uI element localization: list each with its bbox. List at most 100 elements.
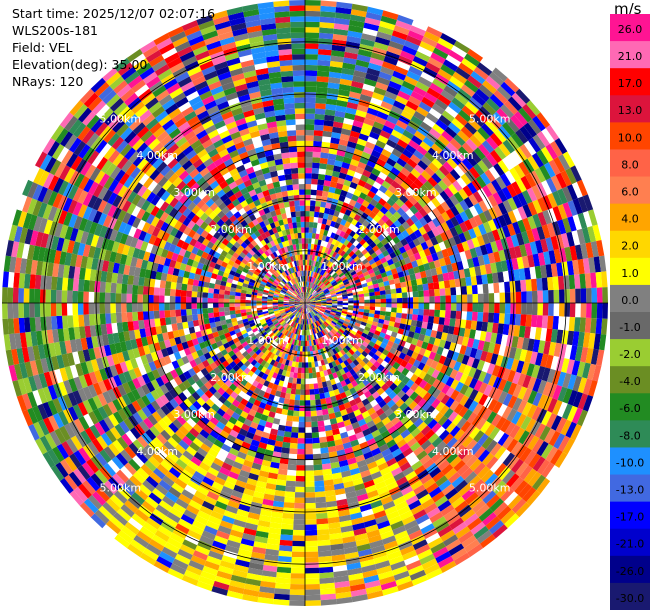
ppi-gate	[507, 223, 516, 237]
ppi-gate	[330, 137, 340, 145]
ppi-gate	[77, 465, 91, 481]
ppi-gate	[274, 378, 280, 386]
ppi-gate	[340, 250, 346, 257]
ppi-gate	[511, 498, 527, 514]
ppi-gate	[512, 397, 523, 412]
ppi-gate	[82, 386, 93, 400]
ppi-gate	[418, 370, 427, 380]
ppi-gate	[329, 418, 338, 425]
ppi-gate	[432, 274, 439, 283]
ppi-gate	[381, 403, 391, 413]
ppi-gate	[475, 88, 490, 102]
ppi-gate	[200, 415, 210, 425]
ppi-gate	[326, 326, 332, 332]
ppi-gate	[309, 295, 314, 300]
ppi-gate	[189, 359, 198, 368]
ppi-gate	[313, 333, 317, 340]
ppi-gate	[310, 299, 316, 302]
ppi-gate	[557, 386, 568, 402]
ppi-gate	[273, 593, 290, 601]
ppi-gate	[369, 357, 377, 365]
ppi-gate	[300, 303, 305, 306]
ppi-gate	[335, 105, 347, 113]
ppi-gate	[375, 457, 387, 467]
ppi-gate	[409, 205, 419, 215]
ppi-gate	[527, 376, 537, 391]
ppi-gate	[296, 312, 301, 318]
ppi-gate	[480, 420, 492, 434]
ppi-gate	[387, 171, 398, 181]
ppi-gate	[390, 180, 401, 190]
ppi-gate	[275, 407, 283, 415]
ppi-gate	[99, 484, 114, 499]
ppi-gate	[67, 315, 74, 328]
ppi-gate	[561, 358, 570, 373]
ppi-gate	[353, 409, 362, 417]
ppi-gate	[305, 299, 310, 303]
ppi-gate	[254, 485, 266, 494]
ppi-gate	[233, 484, 245, 494]
ppi-gate	[331, 328, 338, 334]
ppi-gate	[349, 259, 356, 266]
ppi-gate	[397, 139, 409, 149]
ppi-gate	[288, 304, 295, 306]
ppi-gate	[255, 332, 262, 338]
ppi-gate	[546, 413, 558, 429]
ppi-gate	[572, 331, 580, 347]
ppi-gate	[145, 475, 159, 488]
ppi-gate	[155, 325, 163, 335]
ppi-gate	[335, 444, 345, 452]
ppi-gate	[305, 362, 309, 368]
ppi-gate	[316, 86, 328, 94]
ppi-gate	[571, 407, 583, 424]
ppi-gate	[389, 366, 397, 375]
ppi-gate	[298, 421, 305, 428]
ppi-gate	[73, 418, 85, 433]
ppi-gate	[351, 338, 358, 344]
ppi-gate	[369, 198, 379, 207]
ppi-gate	[386, 85, 400, 96]
ppi-gate	[313, 292, 318, 297]
ppi-gate	[531, 438, 544, 454]
ppi-gate	[500, 419, 512, 433]
ppi-gate	[197, 313, 204, 320]
ppi-gate	[329, 349, 335, 356]
ppi-gate	[413, 303, 419, 309]
ppi-gate	[278, 357, 284, 364]
ppi-gate	[459, 199, 469, 211]
ppi-gate	[263, 380, 270, 387]
ppi-gate	[188, 560, 205, 571]
ppi-gate	[362, 241, 370, 249]
ppi-gate	[438, 281, 445, 289]
ppi-gate	[256, 305, 262, 309]
ppi-gate	[309, 296, 315, 301]
ppi-gate	[9, 333, 17, 350]
ppi-gate	[234, 328, 241, 334]
ppi-gate	[328, 527, 342, 535]
ppi-gate	[224, 544, 240, 554]
ppi-gate	[312, 151, 321, 158]
ppi-gate	[307, 281, 310, 288]
ppi-gate	[394, 337, 401, 345]
ppi-gate	[477, 465, 490, 479]
ppi-gate	[440, 295, 446, 303]
ppi-gate	[237, 334, 245, 341]
ppi-gate	[372, 194, 382, 203]
ppi-gate	[307, 259, 310, 266]
ppi-gate	[380, 238, 389, 246]
ppi-gate	[358, 133, 369, 142]
ppi-gate	[282, 512, 294, 520]
ppi-gate	[234, 303, 241, 307]
ppi-gate	[288, 453, 298, 460]
ppi-gate	[370, 234, 378, 242]
ppi-gate	[431, 103, 445, 115]
ppi-gate	[308, 362, 312, 368]
ppi-gate	[402, 550, 418, 561]
ppi-gate	[231, 411, 241, 421]
ppi-gate	[574, 346, 583, 362]
ppi-gate	[346, 35, 362, 44]
ppi-gate	[375, 259, 383, 267]
ppi-gate	[440, 529, 456, 542]
ppi-gate	[349, 244, 356, 251]
ppi-gate	[305, 519, 317, 525]
